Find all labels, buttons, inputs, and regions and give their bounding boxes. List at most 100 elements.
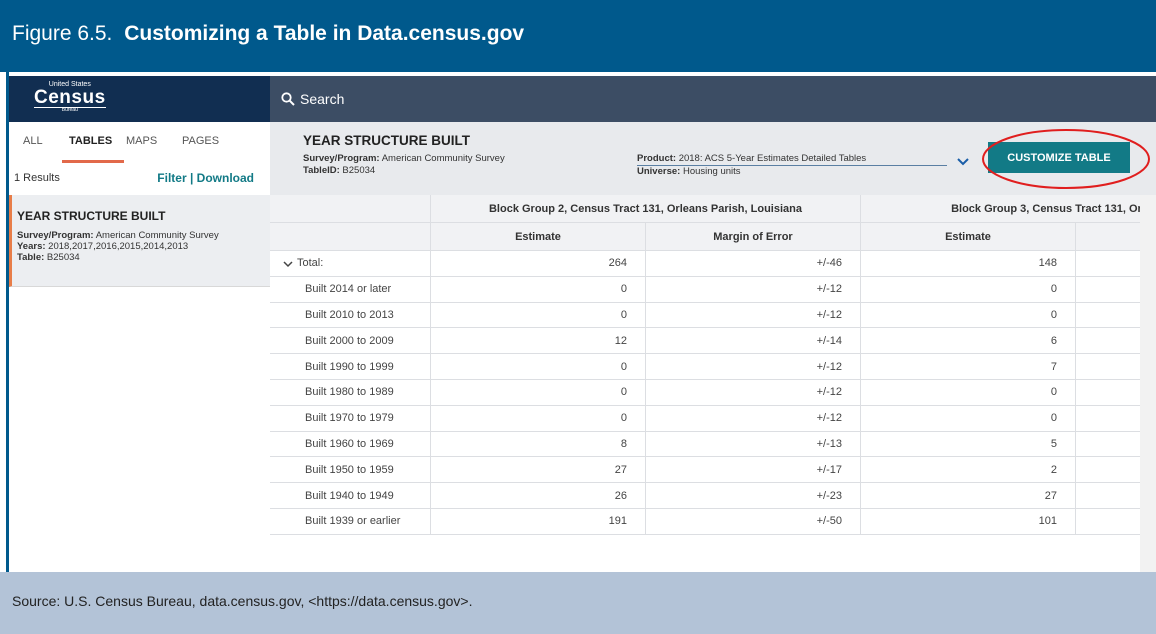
table-cell: 27 bbox=[860, 483, 1075, 509]
row-label: Built 2000 to 2009 bbox=[270, 328, 430, 355]
row-label: Built 1960 to 1969 bbox=[270, 432, 430, 458]
table-cell: +/-14 bbox=[645, 328, 860, 355]
product-dropdown[interactable] bbox=[957, 158, 969, 166]
card-lines: Survey/Program: American Community Surve… bbox=[17, 230, 219, 263]
meta-label: Universe: bbox=[637, 166, 681, 177]
figure-number: Figure 6.5. bbox=[12, 22, 113, 45]
meta-label: Survey/Program: bbox=[303, 153, 380, 164]
meta-label: TableID: bbox=[303, 165, 340, 176]
meta-value: 2018: ACS 5-Year Estimates Detailed Tabl… bbox=[678, 153, 867, 164]
result-card[interactable]: YEAR STRUCTURE BUILT Survey/Program: Ame… bbox=[9, 195, 270, 287]
table-cell: +/-12 bbox=[645, 405, 860, 432]
table-cell: 0 bbox=[430, 380, 645, 406]
tab[interactable]: ALL bbox=[23, 135, 43, 147]
row-label: Built 2014 or later bbox=[270, 277, 430, 303]
scrollbar bbox=[1140, 195, 1156, 572]
table-cell: 101 bbox=[860, 509, 1075, 535]
data-table: Block Group 2, Census Tract 131, Orleans… bbox=[270, 195, 1140, 572]
card-line-value: American Community Survey bbox=[95, 230, 219, 241]
figure-caption: Figure 6.5. Customizing a Table in Data.… bbox=[12, 22, 524, 46]
filter-download: Filter | Download bbox=[157, 171, 254, 185]
screenshot: United States Census Bureau Search ALL TA… bbox=[0, 72, 1156, 572]
sub-header: Estimate bbox=[430, 223, 645, 251]
census-logo[interactable]: United States Census Bureau bbox=[34, 81, 106, 113]
table-cell: 7 bbox=[860, 354, 1075, 380]
header-cell bbox=[270, 195, 430, 223]
group-header: Block Group 3, Census Tract 131, Orleans… bbox=[860, 195, 1140, 223]
table-cell: +/-23 bbox=[645, 483, 860, 509]
card-line-value: B25034 bbox=[46, 252, 80, 263]
tab[interactable]: MAPS bbox=[126, 135, 158, 147]
table-cell: 0 bbox=[430, 405, 645, 432]
logo-bar: United States Census Bureau bbox=[9, 76, 270, 122]
table-cell bbox=[1075, 509, 1140, 535]
customize-table-button[interactable]: CUSTOMIZE TABLE bbox=[988, 142, 1130, 173]
tab[interactable]: TABLES bbox=[69, 135, 113, 147]
meta-label: Product: bbox=[637, 153, 677, 164]
card-line-value: 2018,2017,2016,2015,2014,2013 bbox=[48, 241, 189, 252]
row-label: Built 1939 or earlier bbox=[270, 509, 430, 535]
card-title: YEAR STRUCTURE BUILT bbox=[17, 209, 166, 223]
tab[interactable]: PAGES bbox=[182, 135, 220, 147]
expand-chevron[interactable] bbox=[283, 261, 293, 268]
row-label: Built 1980 to 1989 bbox=[270, 380, 430, 406]
table-cell: 0 bbox=[860, 405, 1075, 432]
table-cell: 0 bbox=[860, 302, 1075, 329]
table-cell: +/-12 bbox=[645, 302, 860, 329]
table-cell: 0 bbox=[860, 380, 1075, 406]
table-cell: +/-12 bbox=[645, 276, 860, 303]
table-cell: 264 bbox=[430, 251, 645, 277]
source-footer: Source: U.S. Census Bureau, data.census.… bbox=[0, 572, 1156, 634]
group-header: Block Group 2, Census Tract 131, Orleans… bbox=[430, 195, 860, 223]
logo-bottom: Bureau bbox=[34, 107, 106, 113]
search-icon bbox=[281, 92, 295, 106]
table-meta-left: Survey/Program: American Community Surve… bbox=[303, 153, 505, 177]
tabs: ALL TABLES MAPS PAGES bbox=[9, 122, 270, 163]
table-cell: 26 bbox=[430, 483, 645, 509]
table-meta-right: Product: 2018: ACS 5-Year Estimates Deta… bbox=[637, 153, 947, 178]
card-line-label: Years: bbox=[17, 241, 46, 252]
card-line: Survey/Program: American Community Surve… bbox=[17, 230, 219, 241]
sub-header: M bbox=[1075, 223, 1140, 251]
card-line: Years: 2018,2017,2016,2015,2014,2013 bbox=[17, 241, 219, 252]
table-cell: 2 bbox=[860, 457, 1075, 484]
table-cell: 191 bbox=[430, 509, 645, 535]
results-count: 1 Results bbox=[14, 172, 60, 184]
figure-title: Customizing a Table in Data.census.gov bbox=[124, 22, 525, 45]
table-cell bbox=[1075, 354, 1140, 380]
row-label: Built 2010 to 2013 bbox=[270, 303, 430, 329]
meta-value: Housing units bbox=[682, 166, 741, 177]
figure-banner: Figure 6.5. Customizing a Table in Data.… bbox=[0, 0, 1156, 72]
table-cell: 0 bbox=[430, 302, 645, 329]
table-cell bbox=[1075, 483, 1140, 509]
table-cell: 0 bbox=[860, 276, 1075, 303]
table-cell: +/-17 bbox=[645, 457, 860, 484]
table-cell: 12 bbox=[430, 328, 645, 355]
meta-value: B25034 bbox=[342, 165, 376, 176]
search-bar[interactable]: Search bbox=[270, 76, 1156, 122]
frame-edge bbox=[6, 72, 9, 572]
row-label: Built 1990 to 1999 bbox=[270, 354, 430, 380]
filter-link[interactable]: Filter bbox=[157, 171, 187, 185]
source-note: Source: U.S. Census Bureau, data.census.… bbox=[12, 593, 473, 609]
logo-main: Census bbox=[34, 87, 106, 108]
row-label: Total: bbox=[270, 251, 430, 277]
table-cell: 6 bbox=[860, 328, 1075, 355]
table-cell: +/-46 bbox=[645, 251, 860, 277]
logo-top: United States bbox=[48, 81, 91, 88]
download-link[interactable]: Download bbox=[196, 171, 254, 185]
table-title: YEAR STRUCTURE BUILT bbox=[303, 133, 470, 148]
table-cell bbox=[1075, 276, 1140, 303]
table-cell: +/-13 bbox=[645, 431, 860, 458]
table-cell bbox=[1075, 251, 1140, 277]
table-cell: 148 bbox=[860, 251, 1075, 277]
sub-header: Estimate bbox=[860, 223, 1075, 251]
separator: | bbox=[189, 171, 194, 185]
row-label: Built 1970 to 1979 bbox=[270, 406, 430, 432]
table-cell: +/-50 bbox=[645, 509, 860, 535]
table-cell: 8 bbox=[430, 431, 645, 458]
table-cell: +/-12 bbox=[645, 380, 860, 406]
card-line: Table: B25034 bbox=[17, 252, 219, 263]
table-cell bbox=[1075, 328, 1140, 355]
